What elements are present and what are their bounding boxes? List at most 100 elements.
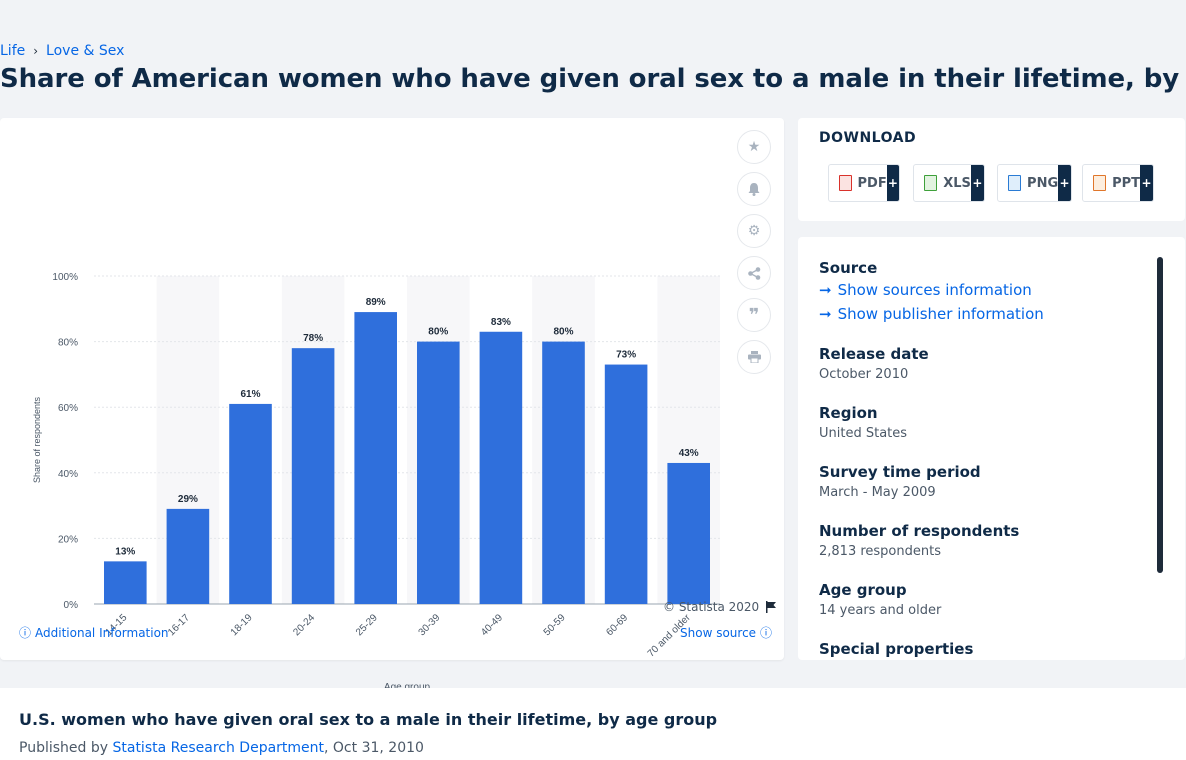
favorite-button[interactable]: ★	[737, 130, 771, 164]
bar-chart: 0%20%40%60%80%100%13%14-1529%16-1761%18-…	[32, 272, 720, 693]
x-tick-label: 50-59	[542, 612, 568, 638]
x-tick-label: 20-24	[291, 612, 317, 638]
publication-byline: Published by Statista Research Departmen…	[19, 740, 424, 756]
source-label: Source	[819, 259, 878, 277]
copyright-text: © Statista 2020	[663, 600, 760, 614]
bar	[104, 561, 147, 604]
special-properties-label: Special properties	[819, 640, 974, 658]
download-pdf-plus[interactable]: +	[886, 165, 899, 201]
print-icon	[747, 351, 761, 363]
png-file-icon	[1008, 175, 1022, 191]
bar	[479, 331, 523, 604]
bar	[166, 508, 210, 604]
star-icon: ★	[747, 139, 761, 155]
download-png-button[interactable]: PNG +	[997, 164, 1072, 202]
breadcrumb-item-life[interactable]: Life	[0, 43, 26, 59]
arrow-right-icon: ➞	[819, 305, 832, 323]
flag-icon[interactable]	[765, 601, 777, 613]
region-label: Region	[819, 404, 878, 422]
data-label: 89%	[366, 297, 386, 308]
download-card: DOWNLOAD PDF + XLS + PNG + PPT +	[798, 118, 1185, 221]
download-xls-button[interactable]: XLS +	[913, 164, 985, 202]
additional-information-link[interactable]: ⓘ Additional Information	[19, 624, 169, 641]
share-button[interactable]	[737, 256, 771, 290]
bar	[542, 341, 585, 604]
settings-button[interactable]: ⚙	[737, 214, 771, 248]
x-tick-label: 16-17	[166, 612, 192, 638]
y-tick-label: 100%	[52, 272, 78, 283]
respondents-label: Number of respondents	[819, 522, 1020, 540]
download-ppt-button[interactable]: PPT +	[1082, 164, 1154, 202]
x-tick-label: 30-39	[417, 612, 443, 638]
release-date-label: Release date	[819, 345, 929, 363]
breadcrumb-separator: ›	[33, 44, 39, 58]
download-xls-plus[interactable]: +	[970, 165, 984, 201]
download-xls-label: XLS	[943, 175, 971, 191]
download-png-plus[interactable]: +	[1058, 165, 1071, 201]
details-scrollbar-thumb[interactable]	[1157, 257, 1163, 573]
cite-button[interactable]: ❞	[737, 298, 771, 332]
show-sources-link[interactable]: ➞ Show sources information	[819, 281, 1149, 299]
survey-period-label: Survey time period	[819, 463, 981, 481]
copyright: © Statista 2020	[663, 600, 777, 614]
show-publisher-link[interactable]: ➞ Show publisher information	[819, 305, 1149, 323]
ppt-file-icon	[1093, 175, 1107, 191]
respondents-value: 2,813 respondents	[819, 544, 941, 559]
bar	[417, 341, 460, 604]
y-tick-label: 0%	[64, 600, 79, 611]
gear-icon: ⚙	[747, 223, 761, 239]
data-label: 61%	[240, 389, 260, 400]
data-label: 43%	[679, 448, 699, 459]
published-by-label: Published by	[19, 740, 109, 756]
y-tick-label: 80%	[58, 338, 78, 349]
share-icon	[747, 266, 760, 280]
bar	[291, 348, 335, 604]
x-tick-label: 40-49	[479, 612, 505, 638]
x-tick-label: 18-19	[229, 612, 255, 638]
survey-period-value: March - May 2009	[819, 485, 936, 500]
info-icon: ⓘ	[19, 626, 32, 640]
breadcrumb-item-love-sex[interactable]: Love & Sex	[46, 43, 125, 59]
details-scrollbar[interactable]	[1157, 257, 1163, 573]
region-value: United States	[819, 426, 908, 441]
download-pdf-button[interactable]: PDF +	[828, 164, 900, 202]
publication-date: , Oct 31, 2010	[324, 740, 424, 756]
print-button[interactable]	[737, 340, 771, 374]
show-source-label: Show source	[680, 625, 757, 640]
age-group-label: Age group	[819, 581, 907, 599]
age-group-value: 14 years and older	[819, 603, 942, 618]
data-label: 78%	[303, 333, 323, 344]
additional-information-label: Additional Information	[35, 625, 169, 640]
download-pdf-label: PDF	[857, 175, 887, 191]
x-axis-title: Age group	[384, 682, 431, 693]
statistic-details-card: Source ➞ Show sources information ➞ Show…	[798, 237, 1185, 660]
quote-icon: ❞	[748, 304, 760, 326]
bar	[667, 462, 710, 604]
download-title: DOWNLOAD	[819, 130, 917, 146]
arrow-right-icon: ➞	[819, 281, 832, 299]
release-date-value: October 2010	[819, 367, 909, 382]
data-label: 83%	[491, 317, 511, 328]
download-png-label: PNG	[1027, 175, 1059, 191]
bar	[229, 403, 272, 604]
show-publisher-label: Show publisher information	[837, 305, 1044, 323]
notification-button[interactable]	[737, 172, 771, 206]
info-icon: ⓘ	[760, 626, 773, 640]
bell-icon	[748, 182, 760, 196]
publisher-link[interactable]: Statista Research Department	[112, 740, 325, 756]
download-ppt-plus[interactable]: +	[1140, 165, 1153, 201]
data-label: 80%	[553, 327, 573, 338]
bar	[604, 364, 648, 604]
publication-card: U.S. women who have given oral sex to a …	[0, 688, 1186, 760]
data-label: 29%	[178, 494, 198, 505]
show-source-link[interactable]: Show source ⓘ	[680, 624, 772, 641]
publication-title: U.S. women who have given oral sex to a …	[19, 710, 718, 729]
data-label: 80%	[428, 327, 448, 338]
data-label: 73%	[616, 350, 636, 361]
chart-card: 0% 20% 40% 60% 80% 100% 13% 14-15 29% 16-17 61% 18-…	[0, 118, 784, 693]
data-label: 13%	[115, 546, 135, 557]
y-axis-title: Share of respondents	[32, 396, 42, 483]
show-sources-label: Show sources information	[837, 281, 1032, 299]
x-tick-label: 60-69	[604, 612, 630, 638]
y-tick-label: 60%	[58, 403, 78, 414]
